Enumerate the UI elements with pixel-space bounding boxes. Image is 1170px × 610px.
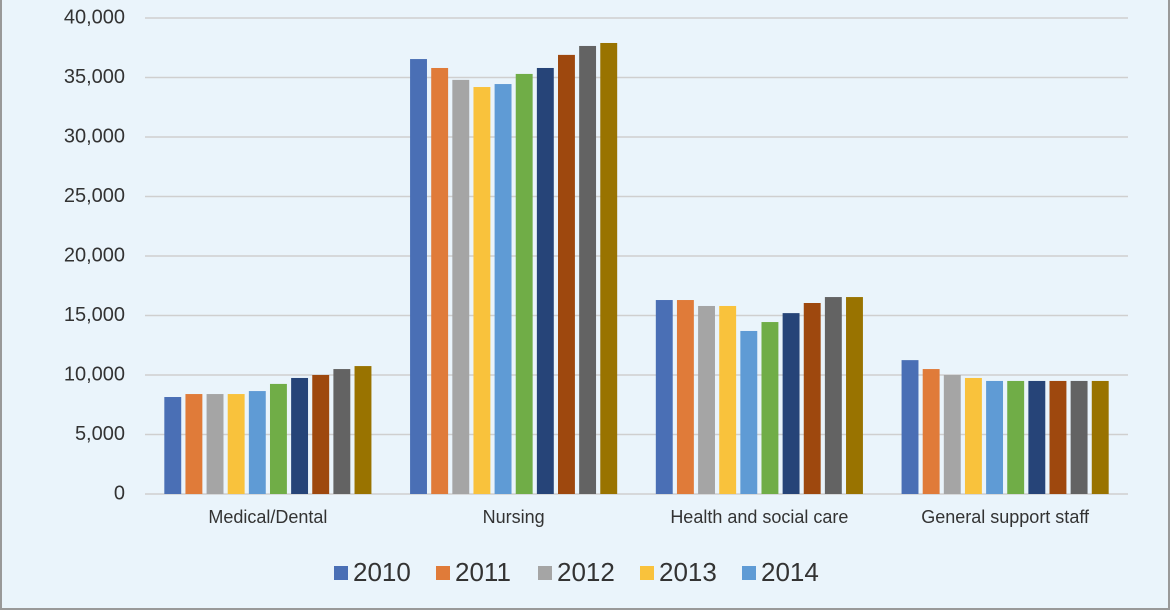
y-tick-label: 25,000 (64, 185, 125, 207)
legend-label: 2010 (353, 557, 411, 587)
bar (185, 394, 203, 494)
y-tick-label: 30,000 (64, 125, 125, 147)
legend-swatch (640, 566, 654, 580)
bar (1028, 380, 1046, 494)
bar (312, 375, 330, 494)
bar (164, 397, 182, 494)
bar (473, 87, 491, 495)
x-tick-label: Nursing (483, 507, 545, 527)
bar (943, 375, 961, 494)
bar (986, 380, 1004, 494)
bar (248, 391, 266, 494)
legend-swatch (538, 566, 552, 580)
bar (782, 313, 800, 494)
bar (1007, 380, 1025, 494)
bar (964, 377, 982, 494)
bar (1049, 380, 1067, 494)
y-tick-label: 0 (114, 482, 125, 504)
bar (410, 59, 427, 495)
bar (803, 303, 821, 494)
x-tick-label: Medical/Dental (208, 507, 327, 527)
bar (269, 383, 287, 494)
bar (1070, 380, 1088, 494)
bar (333, 369, 351, 494)
legend-label: 2014 (761, 557, 819, 587)
y-tick-label: 15,000 (64, 304, 125, 326)
bar (536, 67, 554, 494)
bar (206, 394, 224, 494)
bar (719, 305, 737, 494)
legend-swatch (334, 566, 348, 580)
bar (698, 305, 715, 494)
bar (558, 54, 575, 494)
bar (354, 366, 372, 494)
bar (922, 369, 940, 494)
bar (901, 360, 919, 494)
bar (655, 300, 673, 494)
bar (676, 300, 694, 494)
bar (1091, 380, 1109, 494)
y-tick-label: 10,000 (64, 363, 125, 385)
bar (291, 377, 309, 494)
bar (431, 67, 449, 494)
y-tick-label: 35,000 (64, 66, 125, 88)
legend-swatch (436, 566, 450, 580)
bar (227, 394, 245, 494)
legend-swatch (742, 566, 756, 580)
legend-label: 2013 (659, 557, 717, 587)
bar (824, 297, 842, 494)
legend-label: 2012 (557, 557, 615, 587)
y-tick-label: 20,000 (64, 244, 125, 266)
bar (761, 322, 779, 494)
x-tick-label: Health and social care (670, 507, 848, 527)
bar (494, 84, 512, 495)
bar (740, 330, 758, 494)
bar (579, 45, 597, 495)
bar (600, 42, 618, 495)
bar (452, 79, 470, 494)
y-tick-label: 5,000 (75, 423, 125, 445)
x-tick-label: General support staff (921, 507, 1090, 527)
bar (846, 297, 863, 494)
y-tick-label: 40,000 (64, 6, 125, 28)
legend-label: 2011 (455, 557, 511, 587)
bar (515, 73, 533, 495)
